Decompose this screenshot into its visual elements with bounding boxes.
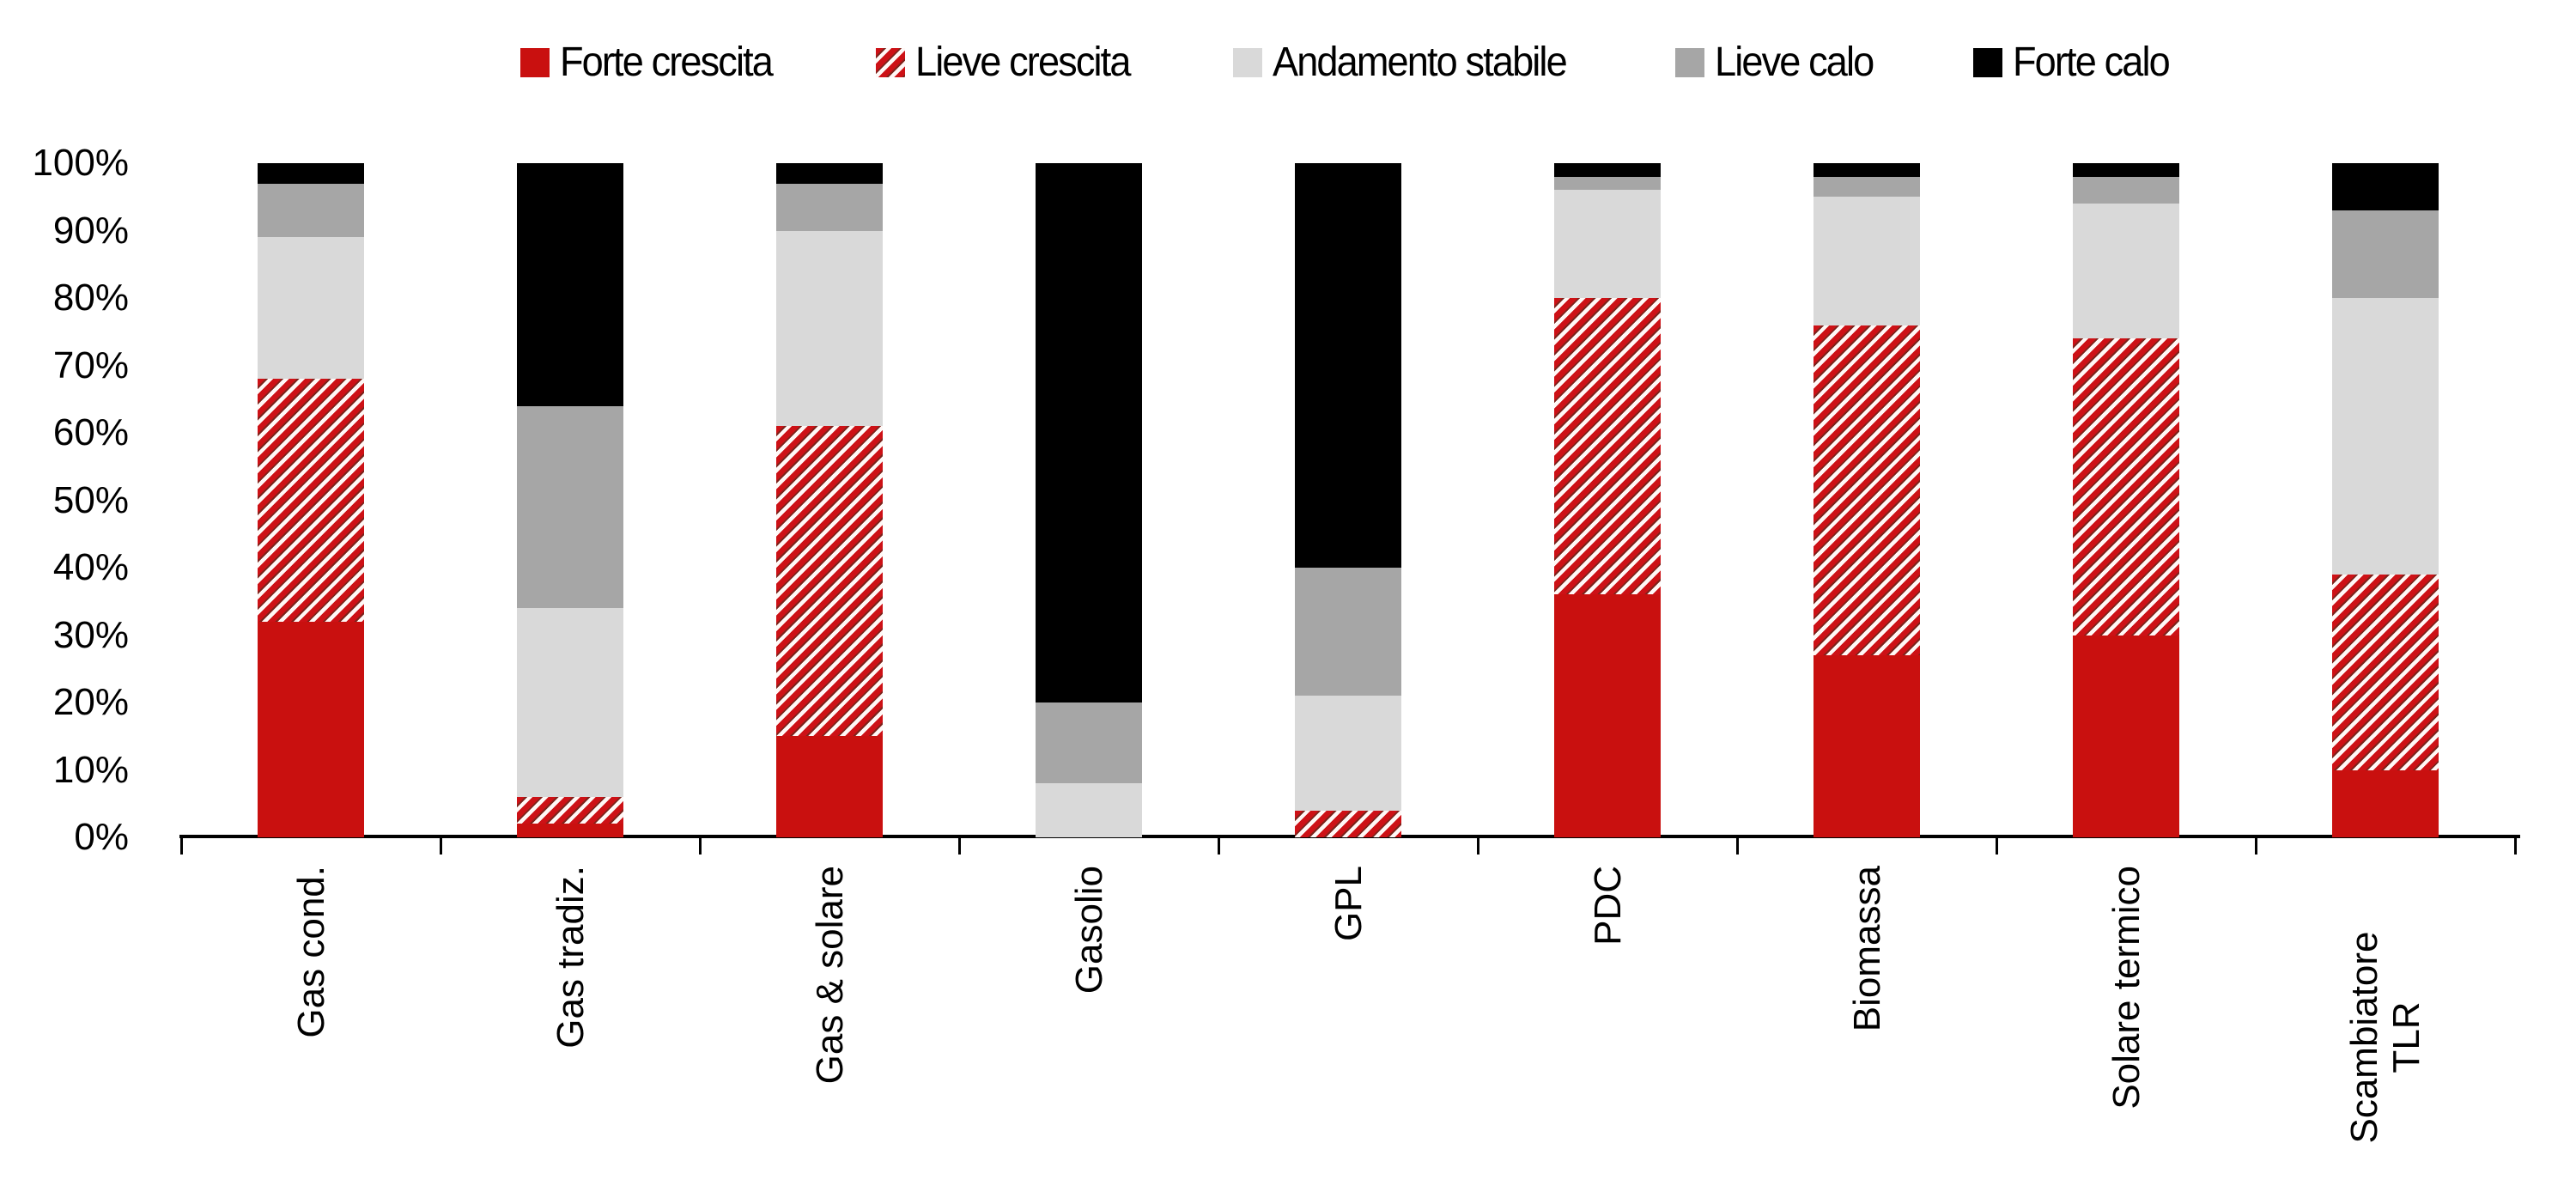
bar-gas-tradiz: [517, 163, 623, 837]
bar-scambiatore-tlr: [2332, 163, 2439, 837]
segment-lieve-crescita-scambiatore-tlr: [2332, 574, 2439, 770]
segment-forte-calo-pdc: [1554, 163, 1661, 177]
legend-swatch-forte-crescita: [519, 48, 550, 77]
segment-lieve-calo-gas-solare: [776, 183, 883, 231]
segment-andamento-stabile-gpl: [1295, 696, 1401, 811]
bar-gas-cond: [258, 163, 364, 837]
y-axis-label-20: 20%: [52, 681, 129, 723]
bar-gpl: [1295, 163, 1401, 837]
segment-andamento-stabile-scambiatore-tlr: [2332, 298, 2439, 575]
segment-andamento-stabile-biomassa: [1814, 197, 1920, 325]
segment-forte-calo-gpl: [1295, 163, 1401, 569]
y-axis-label-0: 0%: [74, 816, 129, 858]
x-axis-tick: [440, 835, 442, 855]
segment-lieve-calo-scambiatore-tlr: [2332, 210, 2439, 299]
segment-forte-calo-gas-cond: [258, 163, 364, 184]
segment-lieve-crescita-gpl: [1295, 810, 1401, 837]
segment-lieve-calo-pdc: [1554, 176, 1661, 191]
segment-lieve-calo-solare-termico: [2073, 176, 2179, 204]
legend-item-andamento-stabile: Andamento stabile: [1233, 39, 1585, 87]
segment-forte-calo-biomassa: [1814, 163, 1920, 177]
segment-forte-calo-gas-tradiz: [517, 163, 623, 406]
segment-lieve-calo-gas-cond: [258, 183, 364, 238]
x-axis-tick: [699, 835, 702, 855]
bar-gas-solare: [776, 163, 883, 837]
segment-forte-crescita-gas-solare: [776, 736, 883, 837]
y-axis-label-60: 60%: [52, 411, 129, 453]
segment-forte-calo-gas-solare: [776, 163, 883, 184]
legend-item-lieve-calo: Lieve calo: [1674, 39, 1883, 87]
segment-andamento-stabile-gas-cond: [258, 237, 364, 380]
legend-swatch-lieve-crescita: [875, 48, 905, 77]
legend-label-andamento-stabile: Andamento stabile: [1273, 40, 1568, 85]
segment-lieve-calo-gas-tradiz: [517, 405, 623, 609]
x-axis-tick: [1477, 835, 1479, 855]
legend-item-forte-crescita: Forte crescita: [519, 39, 786, 87]
x-axis-tick: [1736, 835, 1739, 855]
segment-forte-crescita-solare-termico: [2073, 635, 2179, 837]
legend: Forte crescita Lieve crescita Andamento st…: [181, 39, 2518, 87]
bar-solare-termico: [2073, 163, 2179, 837]
segment-lieve-calo-gpl: [1295, 568, 1401, 696]
segment-forte-crescita-scambiatore-tlr: [2332, 769, 2439, 837]
y-axis-label-80: 80%: [52, 277, 129, 319]
segment-forte-crescita-biomassa: [1814, 655, 1920, 837]
legend-item-forte-calo: Forte calo: [1972, 39, 2178, 87]
legend-swatch-andamento-stabile: [1233, 48, 1263, 77]
segment-lieve-crescita-biomassa: [1814, 325, 1920, 656]
legend-label-lieve-calo: Lieve calo: [1714, 40, 1874, 85]
y-axis-label-10: 10%: [52, 748, 129, 791]
x-axis-tick: [1996, 835, 1998, 855]
segment-forte-crescita-pdc: [1554, 594, 1661, 837]
legend-swatch-lieve-calo: [1674, 48, 1704, 77]
legend-swatch-forte-calo: [1972, 48, 2002, 77]
bar-pdc: [1554, 163, 1661, 837]
segment-andamento-stabile-gas-solare: [776, 230, 883, 427]
x-axis-tick: [2255, 835, 2257, 855]
y-axis-label-100: 100%: [32, 142, 129, 184]
segment-forte-calo-gasolio: [1036, 163, 1142, 703]
legend-label-forte-crescita: Forte crescita: [559, 40, 774, 85]
segment-lieve-crescita-pdc: [1554, 298, 1661, 595]
y-axis-label-50: 50%: [52, 478, 129, 521]
segment-forte-crescita-gas-cond: [258, 621, 364, 837]
y-axis-label-40: 40%: [52, 546, 129, 588]
legend-label-forte-calo: Forte calo: [2012, 40, 2171, 85]
legend-item-lieve-crescita: Lieve crescita: [875, 39, 1143, 87]
y-axis-label-30: 30%: [52, 613, 129, 656]
segment-lieve-crescita-gas-cond: [258, 379, 364, 622]
segment-lieve-calo-biomassa: [1814, 176, 1920, 198]
segment-forte-calo-scambiatore-tlr: [2332, 163, 2439, 211]
x-axis-tick: [180, 835, 183, 855]
legend-label-lieve-crescita: Lieve crescita: [914, 40, 1131, 85]
segment-lieve-calo-gasolio: [1036, 702, 1142, 784]
y-axis-label-70: 70%: [52, 344, 129, 386]
segment-andamento-stabile-pdc: [1554, 190, 1661, 299]
segment-forte-calo-solare-termico: [2073, 163, 2179, 177]
segment-andamento-stabile-solare-termico: [2073, 204, 2179, 339]
segment-andamento-stabile-gasolio: [1036, 783, 1142, 837]
segment-lieve-crescita-gas-solare: [776, 426, 883, 737]
segment-forte-crescita-gas-tradiz: [517, 824, 623, 837]
bar-biomassa: [1814, 163, 1920, 837]
segment-andamento-stabile-gas-tradiz: [517, 608, 623, 797]
segment-lieve-crescita-gas-tradiz: [517, 796, 623, 824]
bar-gasolio: [1036, 163, 1142, 837]
segment-lieve-crescita-solare-termico: [2073, 338, 2179, 636]
x-axis-tick: [958, 835, 961, 855]
x-axis-tick: [1218, 835, 1220, 855]
y-axis-label-90: 90%: [52, 209, 129, 252]
